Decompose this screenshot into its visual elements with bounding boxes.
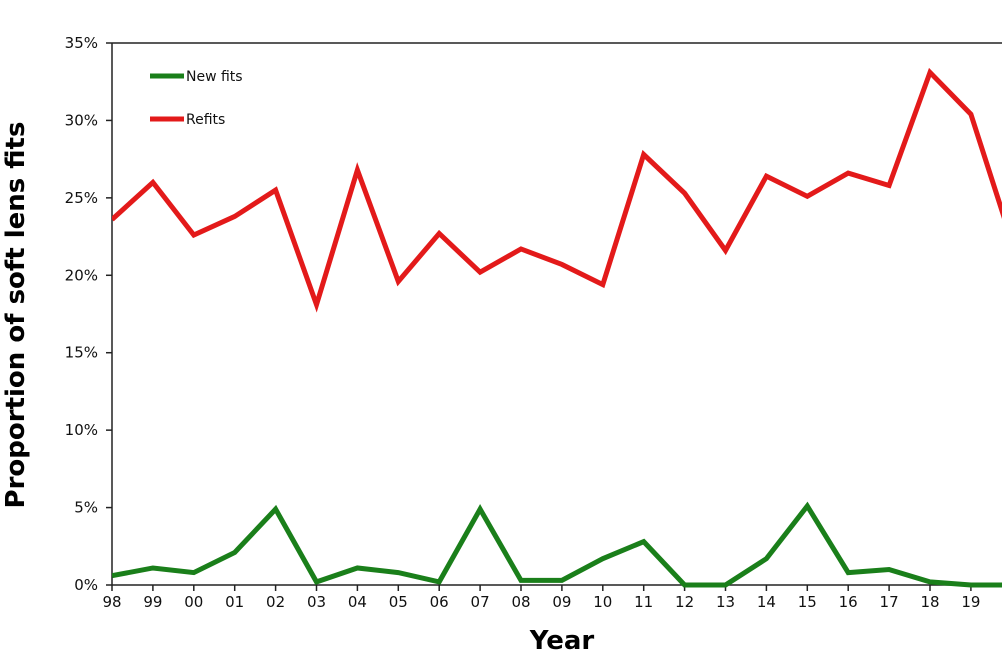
legend: New fits Refits [150, 69, 243, 128]
x-tick-label: 04 [348, 593, 367, 611]
y-axis-ticks: 0% 5% 10% 15% 20% 25% 30% 35% [65, 34, 112, 594]
x-tick-label: 08 [511, 593, 530, 611]
x-tick-label: 06 [430, 593, 449, 611]
x-tick-label: 18 [920, 593, 939, 611]
legend-label: Refits [186, 112, 225, 128]
y-tick-label: 30% [65, 111, 98, 129]
x-tick-label: 19 [961, 593, 980, 611]
x-axis-title: Year [529, 626, 595, 656]
series-layer [112, 67, 1002, 588]
x-tick-label: 01 [225, 593, 244, 611]
x-tick-label: 11 [634, 593, 653, 611]
x-tick-label: 12 [675, 593, 694, 611]
x-tick-label: 00 [184, 593, 203, 611]
x-tick-label: 02 [266, 593, 285, 611]
x-tick-label: 98 [102, 593, 121, 611]
y-tick-label: 0% [74, 576, 98, 594]
x-tick-label: 03 [307, 593, 326, 611]
legend-label: New fits [186, 69, 243, 85]
x-tick-label: 16 [839, 593, 858, 611]
x-tick-label: 13 [716, 593, 735, 611]
y-tick-label: 5% [74, 499, 98, 517]
x-axis-ticks: 98 99 00 01 02 03 04 05 06 07 08 09 10 11 12 13 14 15 16 17… [102, 585, 980, 611]
y-tick-label: 15% [65, 344, 98, 362]
y-axis-title: Proportion of soft lens fits [1, 122, 31, 509]
series-line-refits [112, 67, 1002, 313]
x-tick-label: 17 [880, 593, 899, 611]
x-tick-label: 09 [552, 593, 571, 611]
x-tick-label: 14 [757, 593, 776, 611]
x-tick-label: 15 [798, 593, 817, 611]
y-tick-label: 20% [65, 266, 98, 284]
y-tick-label: 25% [65, 189, 98, 207]
x-tick-label: 05 [389, 593, 408, 611]
y-tick-label: 35% [65, 34, 98, 52]
series-line-new-fits [112, 501, 1002, 588]
x-tick-label: 07 [471, 593, 490, 611]
y-tick-label: 10% [65, 421, 98, 439]
plot-area [111, 42, 1002, 586]
x-tick-label: 10 [593, 593, 612, 611]
x-tick-label: 99 [143, 593, 162, 611]
